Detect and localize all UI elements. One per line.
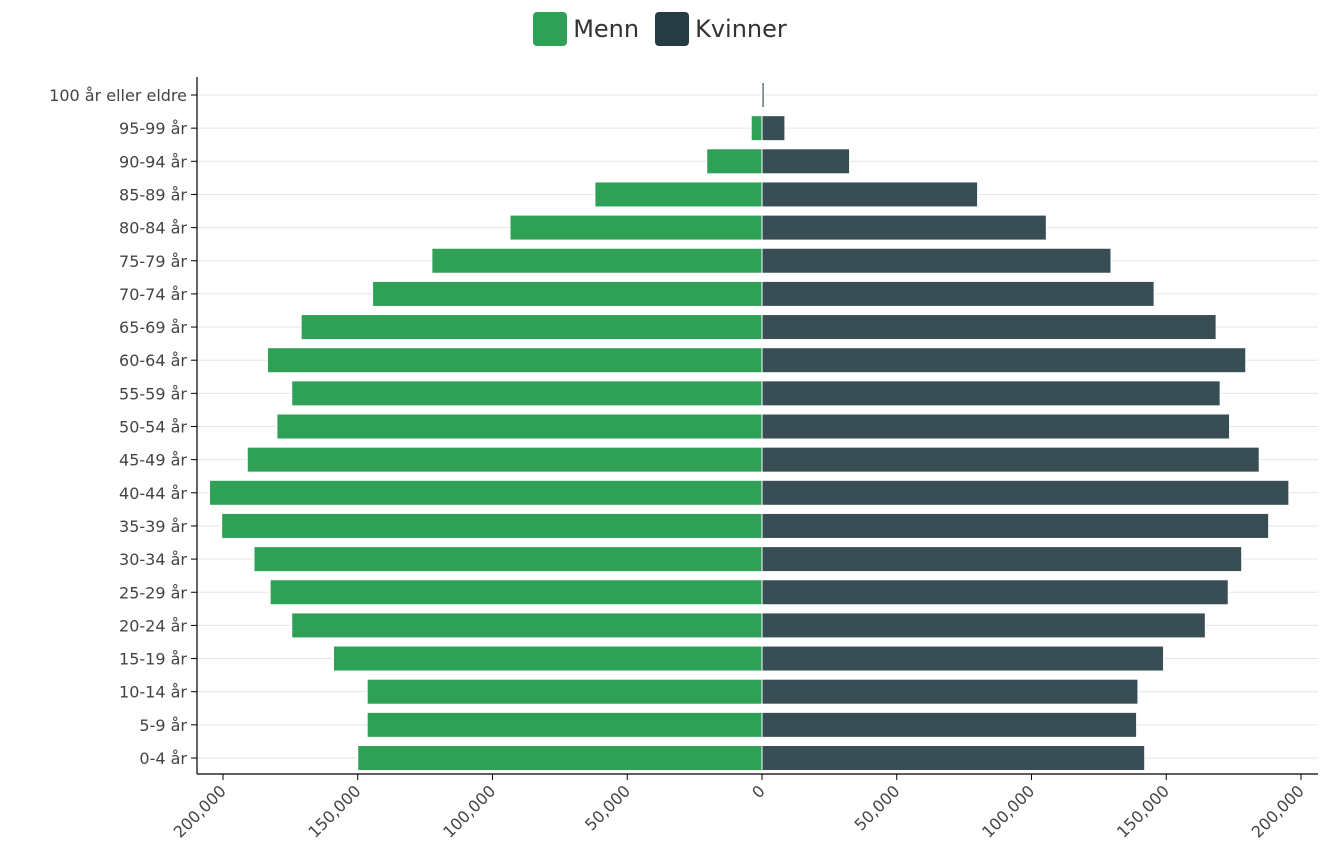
legend-item-men[interactable]: Menn [533, 12, 639, 46]
y-tick-label: 60-64 år [119, 351, 187, 370]
x-tick-label: 200,000 [170, 781, 230, 841]
bar-women[interactable] [761, 645, 1165, 672]
y-tick-label: 30-34 år [119, 550, 187, 569]
bar-men[interactable] [332, 645, 763, 672]
y-tick-label: 75-79 år [119, 252, 187, 271]
bar-women[interactable] [761, 181, 979, 208]
bar-men[interactable] [291, 380, 763, 407]
bar-men[interactable] [209, 479, 763, 506]
bar-men[interactable] [269, 579, 763, 606]
bar-women[interactable] [761, 247, 1112, 274]
legend: Menn Kvinner [0, 12, 1320, 46]
bar-men[interactable] [706, 148, 763, 175]
bar-women[interactable] [761, 214, 1047, 241]
bar-women[interactable] [761, 546, 1243, 573]
y-tick-label: 100 år eller eldre [49, 86, 187, 105]
y-tick-label: 40-44 år [119, 484, 187, 503]
x-tick-label: 100,000 [978, 781, 1038, 841]
bar-men[interactable] [366, 711, 763, 738]
y-tick-label: 55-59 år [119, 384, 187, 403]
bar-women[interactable] [761, 711, 1138, 738]
bar-men[interactable] [266, 347, 763, 374]
bar-women[interactable] [761, 115, 786, 142]
bar-men[interactable] [221, 512, 763, 539]
bar-men[interactable] [750, 115, 763, 142]
y-tick-label: 0-4 år [139, 749, 187, 768]
x-tick-label: 200,000 [1248, 781, 1308, 841]
legend-swatch-women [655, 12, 690, 46]
bar-men[interactable] [276, 413, 763, 440]
x-tick-label: 150,000 [1113, 781, 1173, 841]
bar-men[interactable] [431, 247, 763, 274]
bar-women[interactable] [761, 612, 1206, 639]
legend-label-men: Menn [573, 15, 640, 43]
y-tick-label: 5-9 år [139, 716, 187, 735]
bar-women[interactable] [761, 413, 1231, 440]
bar-women[interactable] [761, 148, 851, 175]
bar-men[interactable] [372, 280, 763, 307]
legend-item-women[interactable]: Kvinner [655, 12, 787, 46]
bar-women[interactable] [761, 745, 1146, 771]
y-tick-label: 45-49 år [119, 451, 187, 470]
bar-women[interactable] [761, 380, 1221, 407]
bar-women[interactable] [761, 446, 1260, 473]
bar-men[interactable] [357, 745, 763, 771]
bars [209, 82, 1290, 771]
bar-men[interactable] [246, 446, 763, 473]
bar-women[interactable] [761, 82, 765, 108]
bar-men[interactable] [300, 314, 763, 341]
bar-men[interactable] [509, 214, 763, 241]
x-tick-label: 50,000 [851, 781, 904, 834]
y-tick-label: 85-89 år [119, 185, 187, 204]
bar-women[interactable] [761, 479, 1290, 506]
x-axis-labels: 200,000 150,000 100,000 50,000 0 50,000 100,00… [170, 781, 1308, 841]
y-tick-label: 50-54 år [119, 418, 187, 437]
y-axis-labels: 0-4 år 5-9 år 10-14 år 15-19 år 20-24 år 25-2… [49, 86, 187, 768]
bar-women[interactable] [761, 347, 1247, 374]
legend-label-women: Kvinner [695, 15, 787, 43]
bar-men[interactable] [253, 546, 763, 573]
bar-men[interactable] [366, 678, 763, 705]
bar-women[interactable] [761, 678, 1139, 705]
y-tick-label: 90-94 år [119, 152, 187, 171]
y-tick-label: 95-99 år [119, 119, 187, 138]
x-tick-label: 50,000 [581, 781, 634, 834]
bar-women[interactable] [761, 280, 1155, 307]
y-tick-label: 25-29 år [119, 583, 187, 602]
legend-swatch-men [533, 12, 568, 46]
bar-men[interactable] [291, 612, 763, 639]
x-tick-label: 0 [748, 781, 769, 802]
y-tick-label: 70-74 år [119, 285, 187, 304]
y-tick-label: 10-14 år [119, 683, 187, 702]
y-tick-label: 80-84 år [119, 219, 187, 238]
y-tick-label: 35-39 år [119, 517, 187, 536]
y-tick-label: 20-24 år [119, 616, 187, 635]
bar-men[interactable] [594, 181, 763, 208]
x-tick-label: 100,000 [439, 781, 499, 841]
bar-women[interactable] [761, 314, 1217, 341]
y-tick-label: 65-69 år [119, 318, 187, 337]
bar-women[interactable] [761, 512, 1270, 539]
axes [191, 77, 1318, 780]
y-tick-label: 15-19 år [119, 650, 187, 669]
x-tick-label: 150,000 [304, 781, 364, 841]
bar-women[interactable] [761, 579, 1229, 606]
